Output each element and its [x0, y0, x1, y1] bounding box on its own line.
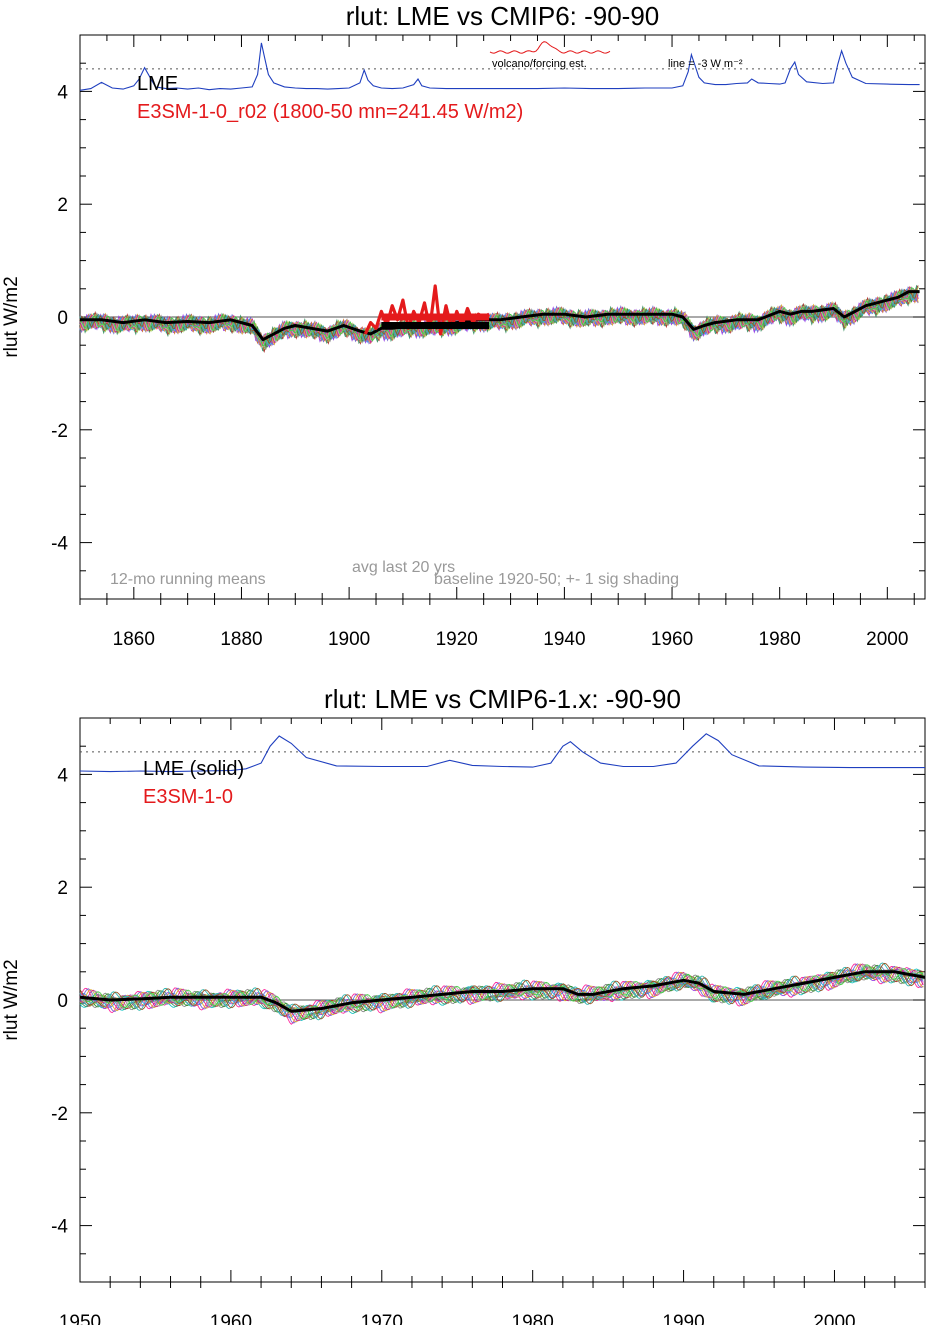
x-tick-label: 1950	[59, 1312, 101, 1325]
forcing-series-line	[79, 733, 925, 773]
x-tick-label: 2000	[866, 629, 908, 650]
legend-entry: LME (solid)	[143, 758, 244, 780]
y-axis-label: rlut W/m2	[1, 276, 22, 357]
y-tick-label: -2	[51, 1104, 68, 1125]
legend-entry: E3SM-1-0_r02 (1800-50 mn=241.45 W/m2)	[137, 101, 523, 123]
chart-title: rlut: LME vs CMIP6: -90-90	[346, 1, 660, 31]
y-tick-label: 2	[57, 878, 68, 899]
x-tick-label: 1990	[662, 1312, 704, 1325]
x-tick-label: 1900	[328, 629, 370, 650]
forcing-series-line	[79, 42, 920, 91]
chart-panel-2: rlut: LME vs CMIP6-1.x: -90-90 rlut W/m2 -…	[1, 684, 926, 1325]
y-tick-label: -2	[51, 421, 68, 442]
ensemble-traces	[79, 962, 924, 1025]
x-axis-ticks: 1860 1880 1900 1920 1940 1960 1980 2000	[79, 35, 915, 650]
chart-title: rlut: LME vs CMIP6-1.x: -90-90	[324, 684, 681, 714]
forcing-legend-sample	[489, 41, 611, 54]
series-line-lme	[79, 970, 926, 1013]
series-line-lme	[80, 290, 920, 342]
legend-entry: E3SM-1-0	[143, 786, 233, 808]
x-tick-label: 1920	[436, 629, 478, 650]
annotation-baseline: baseline 1920-50; +- 1 sig shading	[434, 571, 679, 588]
ensemble-trace	[79, 962, 924, 1020]
x-tick-label: 1880	[220, 629, 262, 650]
y-tick-label: 0	[57, 308, 68, 329]
y-axis-label: rlut W/m2	[1, 959, 22, 1040]
x-tick-label: 1860	[113, 629, 155, 650]
y-tick-label: 4	[57, 765, 68, 786]
x-tick-label: 1960	[210, 1312, 252, 1325]
chart-panel-1: rlut: LME vs CMIP6: -90-90 rlut W/m2 -4 -2 0…	[1, 1, 926, 650]
y-tick-label: 0	[57, 991, 68, 1012]
annotations: 12-mo running means avg last 20 yrsbaseli…	[110, 41, 743, 588]
legend: LME (solid) E3SM-1-0	[143, 758, 244, 808]
y-tick-label: -4	[51, 1217, 68, 1238]
x-tick-label: 1940	[543, 629, 585, 650]
y-tick-label: 2	[57, 195, 68, 216]
y-axis-ticks: -4 -2 0 2 4	[51, 717, 925, 1283]
x-tick-label: 2000	[813, 1312, 855, 1325]
x-axis-ticks: 1950 1960 1970 1980 1990 2000	[59, 718, 926, 1325]
ensemble-trace	[79, 964, 924, 1020]
legend: LME E3SM-1-0_r02 (1800-50 mn=241.45 W/m2)	[137, 73, 523, 123]
annotation-forcing-legend: volcano/forcing est.	[492, 58, 587, 70]
annotation-forcing-line: line = -3 W m⁻²	[668, 58, 743, 70]
annotation-avg-last-20: avg last 20 yrs	[352, 559, 455, 576]
x-tick-label: 1960	[651, 629, 693, 650]
legend-entry: LME	[137, 73, 178, 95]
x-tick-label: 1980	[759, 629, 801, 650]
ensemble-trace	[79, 286, 919, 349]
y-tick-label: 4	[57, 82, 68, 103]
annotation-running-means: 12-mo running means	[110, 571, 266, 588]
y-tick-label: -4	[51, 534, 68, 555]
x-tick-label: 1980	[512, 1312, 554, 1325]
x-tick-label: 1970	[361, 1312, 403, 1325]
